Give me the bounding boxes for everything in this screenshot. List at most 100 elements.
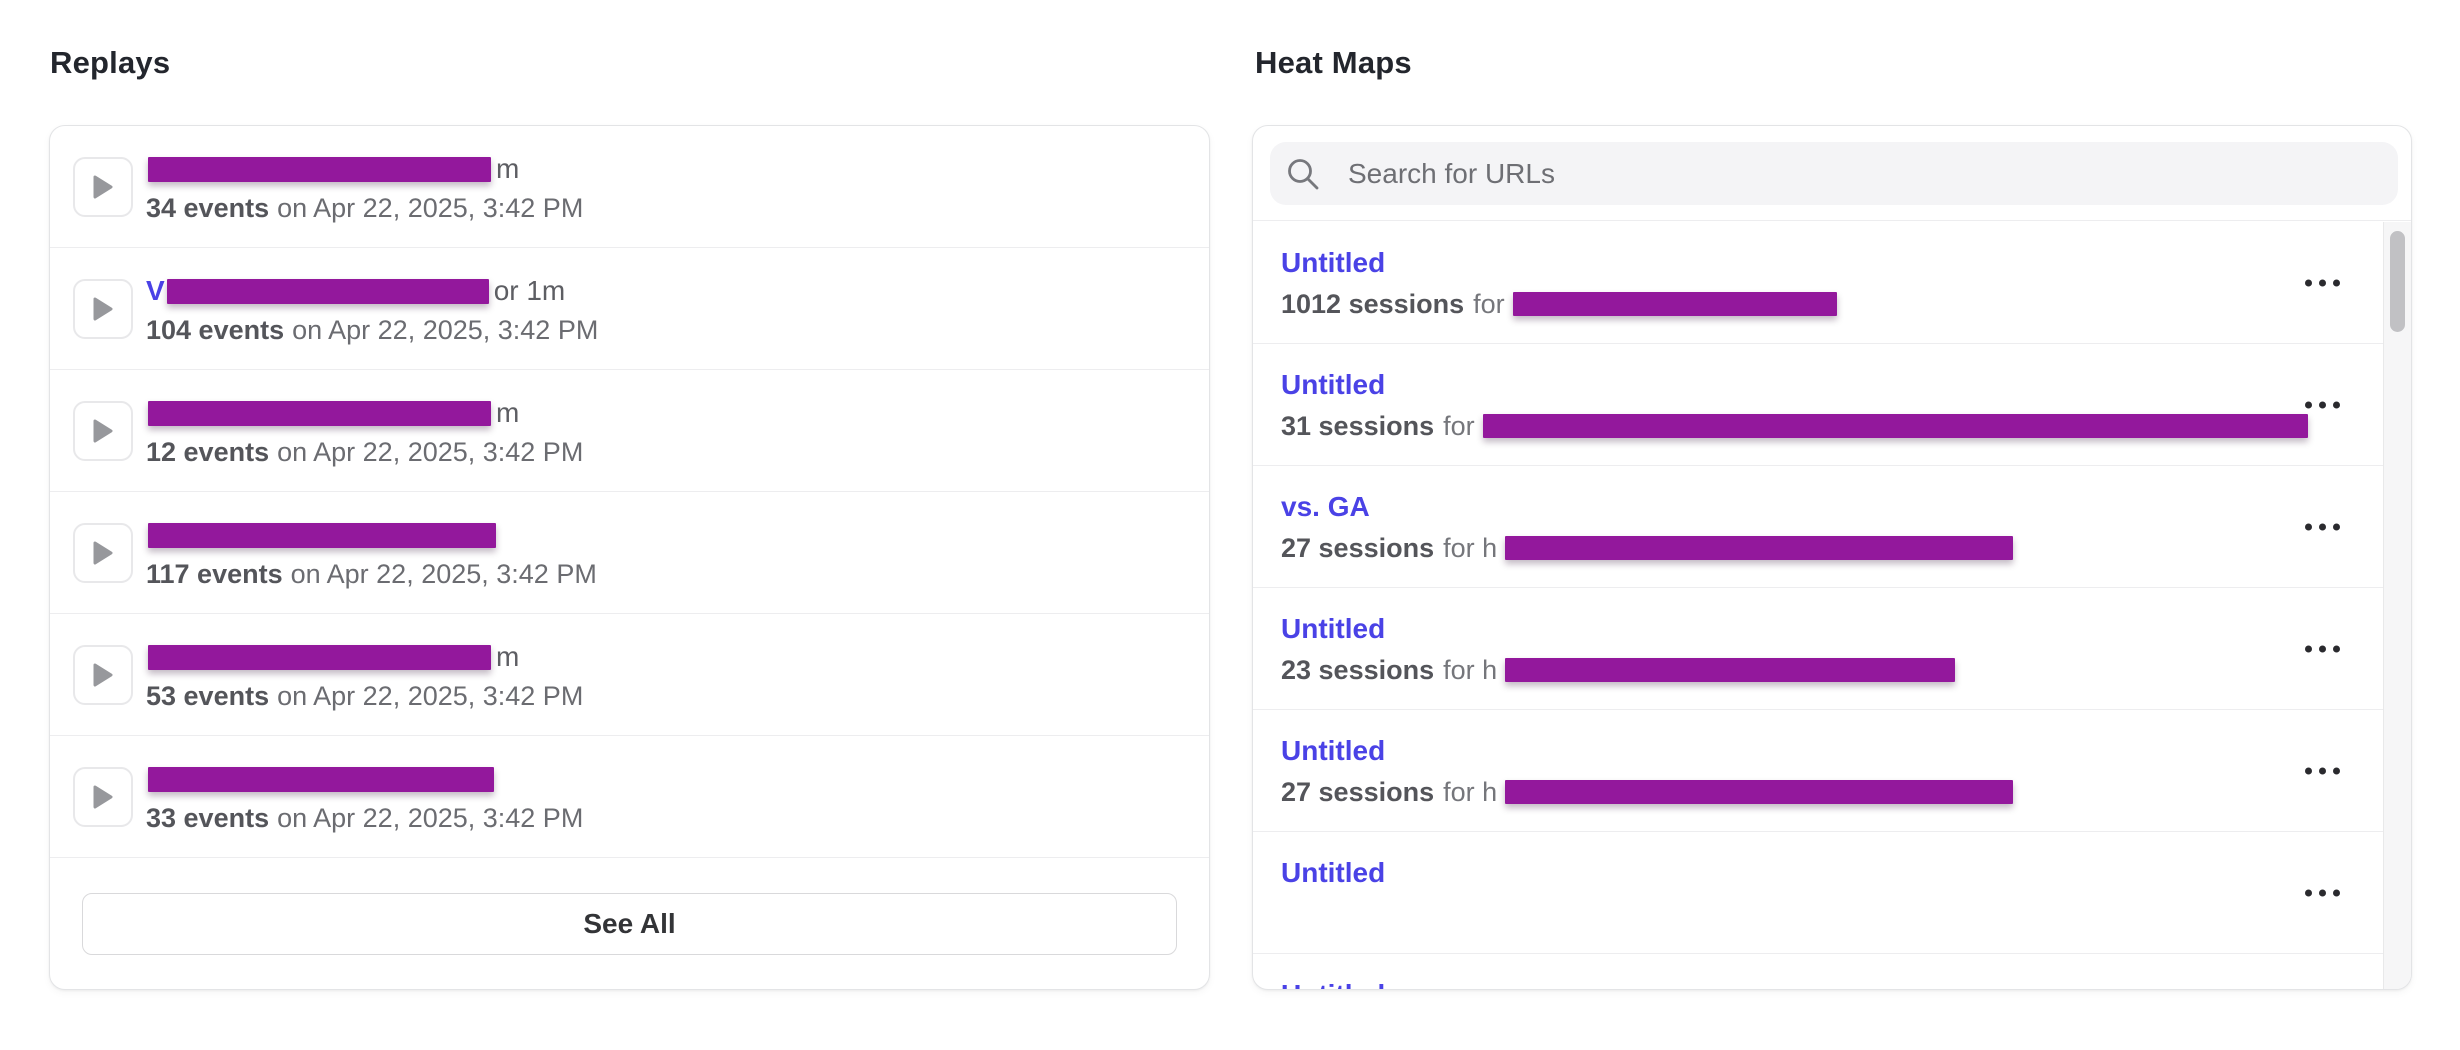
- heatmap-list-item: Untitled 23 sessions for h: [1253, 588, 2384, 710]
- redaction-bar: [166, 278, 489, 304]
- redaction-bar: [1482, 414, 2308, 438]
- heatmap-title-link[interactable]: Untitled: [1281, 735, 1386, 766]
- replay-timestamp: on Apr 22, 2025, 3:42 PM: [277, 193, 584, 223]
- play-icon: [93, 541, 113, 565]
- url-label-visible: for: [1443, 410, 1475, 441]
- replay-timestamp: on Apr 22, 2025, 3:42 PM: [277, 437, 584, 467]
- heatmap-title-link[interactable]: Untitled: [1281, 247, 1386, 278]
- heatmap-list-item: Untitled 31 sessions for: [1253, 344, 2384, 466]
- play-icon: [93, 297, 113, 321]
- play-button[interactable]: [73, 645, 133, 705]
- play-icon: [93, 419, 113, 443]
- ellipsis-icon: [2305, 401, 2312, 408]
- visitor-name-link[interactable]: m: [146, 395, 519, 431]
- event-count: 34 events: [146, 193, 270, 223]
- scrollbar-thumb[interactable]: [2390, 231, 2405, 332]
- scrollbar-track[interactable]: [2383, 222, 2411, 989]
- heatmap-title-link[interactable]: Untitled: [1281, 613, 1386, 644]
- session-count: 23 sessions: [1281, 654, 1435, 685]
- replay-list-item: m 53 events on Apr 22, 2025, 3:42 PM: [50, 614, 1209, 736]
- redaction-bar: [148, 400, 491, 426]
- session-count: 27 sessions: [1281, 532, 1435, 563]
- visitor-name-link[interactable]: [146, 517, 501, 553]
- replay-meta: 33 events on Apr 22, 2025, 3:42 PM: [146, 800, 583, 836]
- ellipsis-icon: [2305, 889, 2312, 896]
- redaction-bar: [148, 644, 491, 670]
- heatmap-list-item: Untitled 27 sessions for h: [1253, 710, 2384, 832]
- visit-duration-visible: m: [496, 641, 520, 672]
- replay-timestamp: on Apr 22, 2025, 3:42 PM: [277, 681, 584, 711]
- ellipsis-icon: [2305, 645, 2312, 652]
- redaction-bar: [148, 766, 494, 792]
- heatmaps-search-bar: [1253, 126, 2411, 221]
- redaction-bar: [148, 522, 496, 548]
- row-menu-button[interactable]: [2301, 757, 2344, 784]
- visitor-name-link[interactable]: [146, 761, 499, 797]
- replay-meta: 104 events on Apr 22, 2025, 3:42 PM: [146, 312, 598, 348]
- url-label-visible: for h: [1443, 532, 1498, 563]
- visitor-name-visible: V: [146, 275, 165, 306]
- row-menu-button[interactable]: [2301, 269, 2344, 296]
- play-button[interactable]: [73, 401, 133, 461]
- search-input[interactable]: [1270, 142, 2398, 205]
- play-icon: [93, 785, 113, 809]
- url-label-visible: for: [1473, 288, 1505, 319]
- redaction-bar: [1505, 536, 2014, 560]
- replay-meta: 12 events on Apr 22, 2025, 3:42 PM: [146, 434, 583, 470]
- heatmap-meta: 31 sessions for: [1281, 408, 2308, 444]
- redaction-bar: [1505, 658, 1956, 682]
- play-button[interactable]: [73, 767, 133, 827]
- redaction-bar: [1505, 780, 2014, 804]
- row-menu-button[interactable]: [2301, 391, 2344, 418]
- replay-timestamp: on Apr 22, 2025, 3:42 PM: [290, 559, 597, 589]
- heatmap-title-link[interactable]: Untitled: [1281, 857, 1386, 888]
- event-count: 33 events: [146, 803, 270, 833]
- heatmaps-section-title: Heat Maps: [1255, 45, 1412, 80]
- row-menu-button[interactable]: [2301, 635, 2344, 662]
- row-menu-button[interactable]: [2301, 513, 2344, 540]
- see-all-section: See All: [50, 858, 1209, 989]
- replay-meta: 34 events on Apr 22, 2025, 3:42 PM: [146, 190, 583, 226]
- replay-meta: 53 events on Apr 22, 2025, 3:42 PM: [146, 678, 583, 714]
- replays-section-title: Replays: [50, 45, 171, 80]
- play-button[interactable]: [73, 523, 133, 583]
- redaction-bar: [148, 156, 491, 182]
- ellipsis-icon: [2305, 279, 2312, 286]
- heatmap-list-item: Untitled 1012 sessions for: [1253, 222, 2384, 344]
- redaction-bar: [1512, 292, 1837, 316]
- heatmap-title-link[interactable]: Untitled: [1281, 369, 1386, 400]
- url-label-visible: for h: [1443, 654, 1498, 685]
- event-count: 53 events: [146, 681, 270, 711]
- replay-timestamp: on Apr 22, 2025, 3:42 PM: [277, 803, 584, 833]
- ellipsis-icon: [2305, 767, 2312, 774]
- visitor-name-link[interactable]: m: [146, 151, 519, 187]
- replay-list-item: 117 events on Apr 22, 2025, 3:42 PM: [50, 492, 1209, 614]
- visit-duration-visible: m: [496, 153, 520, 184]
- heatmap-title-link[interactable]: vs. GA: [1281, 491, 1370, 522]
- see-all-button[interactable]: See All: [82, 892, 1177, 955]
- heatmap-title-link[interactable]: Untitled: [1281, 977, 1385, 989]
- session-count: 27 sessions: [1281, 776, 1435, 807]
- visitor-name-link[interactable]: m: [146, 639, 519, 675]
- play-button[interactable]: [73, 157, 133, 217]
- heatmaps-card: Untitled 1012 sessions for Untitled 31 se…: [1252, 125, 2412, 990]
- session-count: 31 sessions: [1281, 410, 1435, 441]
- play-icon: [93, 175, 113, 199]
- heatmap-meta: 27 sessions for h: [1281, 530, 2014, 566]
- url-label-visible: for h: [1443, 776, 1498, 807]
- replay-list-item: m 12 events on Apr 22, 2025, 3:42 PM: [50, 370, 1209, 492]
- heatmaps-list: Untitled 1012 sessions for Untitled 31 se…: [1253, 222, 2411, 989]
- play-button[interactable]: [73, 279, 133, 339]
- replay-list-item: m 34 events on Apr 22, 2025, 3:42 PM: [50, 126, 1209, 248]
- replay-timestamp: on Apr 22, 2025, 3:42 PM: [292, 315, 599, 345]
- replay-list-item: 33 events on Apr 22, 2025, 3:42 PM: [50, 736, 1209, 858]
- row-menu-button[interactable]: [2301, 879, 2344, 906]
- heatmap-meta: 23 sessions for h: [1281, 652, 1956, 688]
- visit-duration-visible: m: [496, 397, 520, 428]
- visit-duration-visible: or 1m: [493, 275, 566, 306]
- event-count: 104 events: [146, 315, 285, 345]
